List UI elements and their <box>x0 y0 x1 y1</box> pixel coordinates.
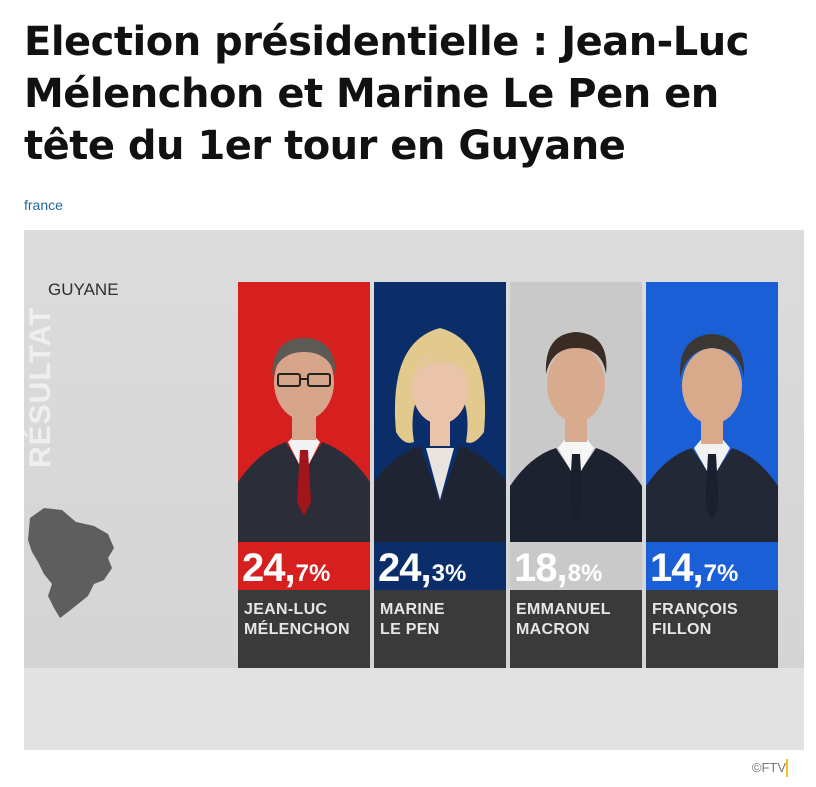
guyane-map-icon <box>28 508 114 618</box>
score-decimal: 3% <box>431 560 467 587</box>
image-floor <box>24 668 804 750</box>
source-link[interactable]: france <box>24 197 63 213</box>
candidate-name: EMMANUEL MACRON <box>510 590 642 668</box>
score-main: 18, <box>514 546 568 590</box>
candidate-score: 14, 7% <box>646 542 778 590</box>
candidate-score: 24, 7% <box>238 542 370 590</box>
name-first: JEAN-LUC <box>244 601 328 618</box>
score-decimal: 7% <box>295 560 331 587</box>
name-first: EMMANUEL <box>516 601 611 618</box>
candidate-photo <box>510 282 642 542</box>
name-last: MACRON <box>516 621 590 638</box>
candidate-name: FRANÇOIS FILLON <box>646 590 778 668</box>
name-last: MÉLENCHON <box>244 621 350 638</box>
candidate-name: MARINE LE PEN <box>374 590 506 668</box>
name-first: MARINE <box>380 601 445 618</box>
credit-accent-bar <box>786 759 788 777</box>
candidate-card-le-pen: 24, 3% MARINE LE PEN <box>374 282 506 668</box>
name-last: LE PEN <box>380 621 440 638</box>
results-side-label: RÉSULTAT <box>24 306 57 468</box>
candidate-card-fillon: 14, 7% FRANÇOIS FILLON <box>646 282 778 668</box>
score-main: 24, <box>242 546 296 590</box>
name-last: FILLON <box>652 621 712 638</box>
score-main: 24, <box>378 546 432 590</box>
score-main: 14, <box>650 546 704 590</box>
candidate-card-melenchon: 24, 7% JEAN-LUC MÉLENCHON <box>238 282 370 668</box>
score-decimal: 7% <box>703 560 739 587</box>
candidate-photo <box>238 282 370 542</box>
candidate-photo <box>374 282 506 542</box>
name-first: FRANÇOIS <box>652 601 738 618</box>
candidate-score: 18, 8% <box>510 542 642 590</box>
candidate-score: 24, 3% <box>374 542 506 590</box>
region-label: GUYANE <box>48 280 119 299</box>
candidate-card-macron: 18, 8% EMMANUEL MACRON <box>510 282 642 668</box>
candidate-photo <box>646 282 778 542</box>
score-decimal: 8% <box>567 560 603 587</box>
candidate-name: JEAN-LUC MÉLENCHON <box>238 590 370 668</box>
results-image: RÉSULTAT GUYANE 24, 7% JEAN-LUC MÉLENCHON <box>24 230 804 750</box>
article-title: Election présidentielle : Jean-Luc Mélen… <box>24 19 749 169</box>
photo-credit: ©FTV <box>751 760 786 775</box>
